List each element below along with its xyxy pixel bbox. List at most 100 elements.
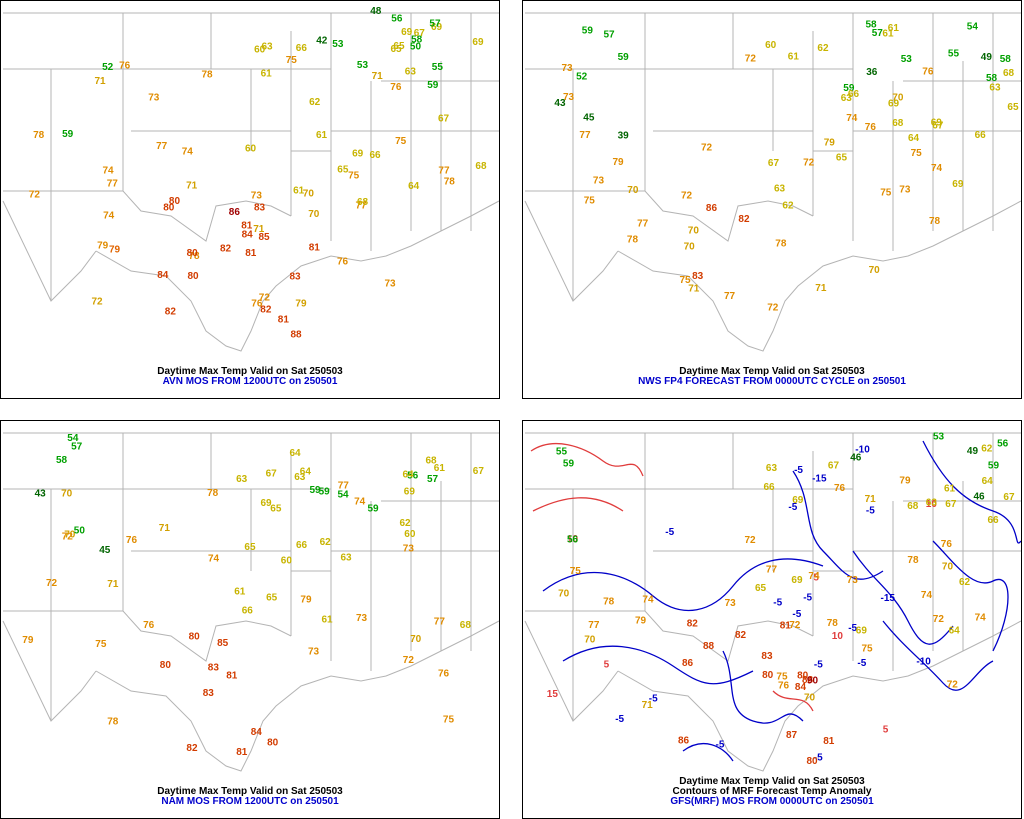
station-temperature: 62 — [782, 200, 794, 211]
panel-source-caption: GFS(MRF) MOS FROM 0000UTC on 250501 — [670, 796, 874, 807]
station-temperature: 68 — [1003, 68, 1015, 79]
station-temperature: 67 — [932, 121, 944, 132]
station-temperature: 62 — [981, 443, 993, 454]
anomaly-contour-negative — [722, 650, 804, 724]
station-temperature: 85 — [217, 638, 229, 649]
station-temperature: 69 — [352, 149, 364, 160]
station-temperature: 56 — [407, 471, 419, 482]
contour-label: -5 — [615, 714, 624, 725]
station-temperature: 77 — [766, 565, 778, 576]
station-temperature: 72 — [29, 190, 41, 201]
station-temperature: 69 — [791, 575, 803, 586]
contour-label: -15 — [881, 593, 896, 604]
station-temperature: 67 — [266, 469, 278, 480]
station-temperature: 79 — [295, 299, 307, 310]
station-temperature: 68 — [426, 455, 438, 466]
station-temperature: 71 — [95, 76, 107, 87]
contour-label: -10 — [916, 656, 931, 667]
mexico-border-line — [2, 200, 97, 302]
station-temperature: 71 — [372, 71, 384, 82]
station-temperature: 84 — [795, 682, 807, 693]
station-temperature: 79 — [109, 244, 121, 255]
panel-source-caption: AVN MOS FROM 1200UTC on 250501 — [162, 376, 338, 387]
station-temperature: 60 — [281, 555, 293, 566]
station-temperature: 56 — [997, 439, 1009, 450]
station-temperature: 74 — [921, 590, 933, 601]
station-temperature: 52 — [576, 71, 588, 82]
station-temperature: 71 — [107, 579, 119, 590]
station-temperature: 80 — [169, 196, 181, 207]
station-temperature: 63 — [841, 93, 853, 104]
station-temperature: 53 — [901, 54, 913, 65]
station-temperature: 70 — [892, 93, 904, 104]
station-temperature: 68 — [357, 197, 369, 208]
station-temperature: 70 — [804, 693, 816, 704]
station-temperature: 71 — [642, 700, 654, 711]
station-temperature: 80 — [267, 737, 279, 748]
station-temperature: 73 — [899, 185, 911, 196]
station-temperature: 43 — [35, 488, 47, 499]
station-temperature: 46 — [974, 492, 986, 503]
station-temperature: 79 — [635, 615, 647, 626]
station-temperature: 69 — [888, 99, 900, 110]
station-temperature: 42 — [316, 35, 328, 46]
station-temperature: 50 — [410, 42, 422, 53]
station-temperature: 81 — [780, 620, 792, 631]
station-temperature: 78 — [107, 717, 119, 728]
contour-label: 10 — [567, 534, 579, 545]
anomaly-contour-negative — [562, 645, 754, 685]
station-temperature: 59 — [563, 459, 575, 470]
station-temperature: 83 — [208, 662, 220, 673]
station-temperature: 73 — [562, 63, 574, 74]
station-temperature: 69 — [472, 37, 484, 48]
mexico-border-line — [524, 620, 619, 722]
station-temperature: 72 — [933, 614, 945, 625]
station-temperature: 58 — [1000, 54, 1012, 65]
station-temperature: 62 — [320, 537, 332, 548]
station-temperature: 67 — [768, 158, 780, 169]
station-temperature: 60 — [245, 143, 257, 154]
station-temperature: 70 — [627, 185, 639, 196]
station-temperature: 76 — [126, 535, 138, 546]
station-temperature: 76 — [778, 680, 790, 691]
station-temperature: 61 — [434, 463, 446, 474]
station-temperature: 72 — [701, 142, 713, 153]
station-temperature: 80 — [188, 271, 200, 282]
station-temperature: 77 — [724, 291, 736, 302]
station-temperature: 82 — [220, 244, 232, 255]
station-temperature: 81 — [226, 670, 238, 681]
station-temperature: 74 — [208, 554, 220, 565]
contour-label: -5 — [649, 693, 658, 704]
station-temperature: 61 — [944, 484, 956, 495]
station-temperature: 62 — [309, 97, 321, 108]
station-temperature: 74 — [354, 497, 366, 508]
station-temperature: 65 — [244, 542, 256, 553]
map-panel-avn: 79 71 75 78 76 73 69 61 59 58 52 53 62 69 82 74 53 55 48 42… — [0, 0, 500, 399]
station-temperature: 65 — [836, 153, 848, 164]
station-temperature: 82 — [186, 743, 198, 754]
contour-label: -5 — [814, 752, 823, 763]
station-temperature: 63 — [774, 184, 786, 195]
station-temperature: 69 — [404, 486, 416, 497]
station-temperature: 36 — [866, 67, 878, 78]
station-temperature: 77 — [156, 141, 168, 152]
station-temperature: 61 — [322, 615, 334, 626]
station-temperature: 82 — [260, 305, 272, 316]
panel-title: Daytime Max Temp Valid on Sat 250503 — [157, 786, 343, 797]
station-temperature: 64 — [290, 448, 302, 459]
station-temperature: 72 — [803, 157, 815, 168]
panel-title: Daytime Max Temp Valid on Sat 250503 — [157, 366, 343, 377]
station-temperature: 78 — [775, 239, 787, 250]
panel-title: Daytime Max Temp Valid on Sat 250503 — [679, 366, 865, 377]
station-temperature: 75 — [680, 275, 692, 286]
station-temperature: 81 — [245, 248, 257, 259]
station-temperature: 73 — [725, 598, 737, 609]
map-canvas: 73 71 75 76 73 70 68 64 60 59 63 59 62 80 63 50 54 45 56 43… — [2, 432, 499, 772]
contour-label: -5 — [814, 660, 823, 671]
panel-source-caption: NWS FP4 FORECAST FROM 0000UTC CYCLE on 2… — [638, 376, 906, 387]
map-canvas: 7976727073757169615853525759864945393643… — [524, 12, 1021, 352]
station-temperature: 84 — [251, 727, 263, 738]
station-temperature: 64 — [982, 476, 994, 487]
station-temperature: 74 — [642, 595, 654, 606]
map-canvas: 79 71 75 78 76 73 69 61 59 58 52 53 62 69 82 74 53 55 48 42… — [2, 6, 499, 352]
